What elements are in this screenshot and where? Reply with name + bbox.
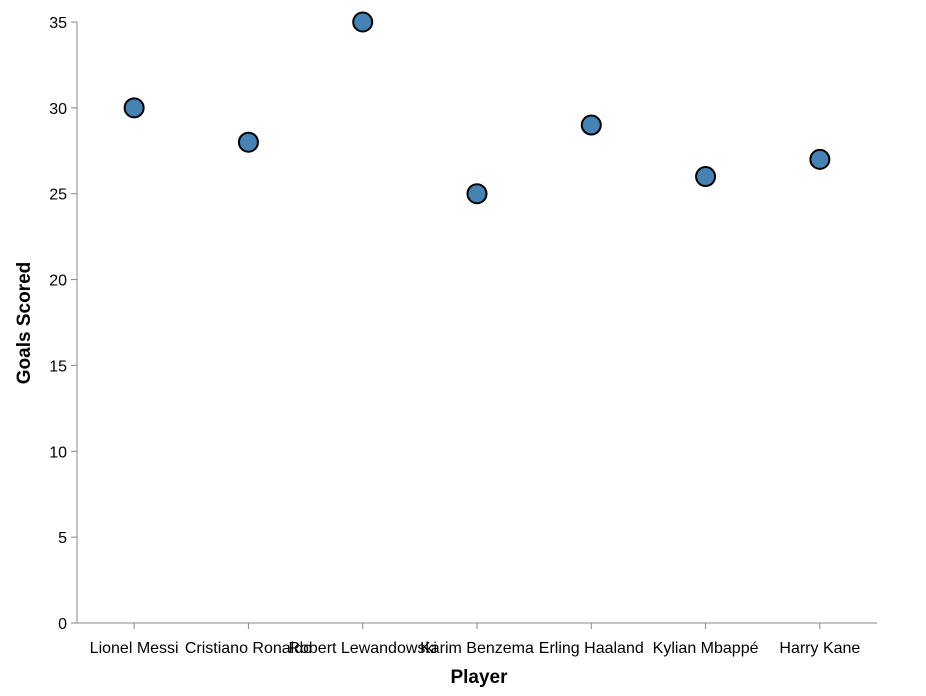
y-tick-label: 0 — [58, 616, 67, 633]
x-tick-label: Cristiano Ronaldo — [185, 640, 312, 657]
data-points — [123, 11, 831, 205]
x-tick-label: Harry Kane — [779, 640, 860, 657]
y-tick-label: 5 — [58, 530, 67, 547]
data-point[interactable] — [809, 148, 831, 170]
y-axis: 0 5 10 15 20 25 30 35 — [49, 15, 78, 633]
y-tick-label: 30 — [49, 101, 67, 118]
data-point[interactable] — [237, 131, 259, 153]
y-tick-label: 20 — [49, 273, 67, 290]
x-tick-label: Lionel Messi — [90, 640, 179, 657]
x-tick-label: Karim Benzema — [420, 640, 534, 657]
data-point[interactable] — [695, 166, 717, 188]
data-point[interactable] — [466, 183, 488, 205]
y-tick-label: 25 — [49, 187, 67, 204]
x-tick-label: Robert Lewandowski — [288, 640, 437, 657]
y-tick-label: 10 — [49, 444, 67, 461]
data-point[interactable] — [580, 114, 602, 136]
y-tick-label: 35 — [49, 15, 67, 32]
x-axis-title: Player — [450, 667, 508, 688]
data-point[interactable] — [123, 97, 145, 119]
x-tick-label: Kylian Mbappé — [653, 640, 759, 657]
data-point[interactable] — [352, 11, 374, 33]
x-tick-label: Erling Haaland — [539, 640, 644, 657]
y-tick-label: 15 — [49, 358, 67, 375]
y-axis-title: Goals Scored — [14, 262, 35, 385]
